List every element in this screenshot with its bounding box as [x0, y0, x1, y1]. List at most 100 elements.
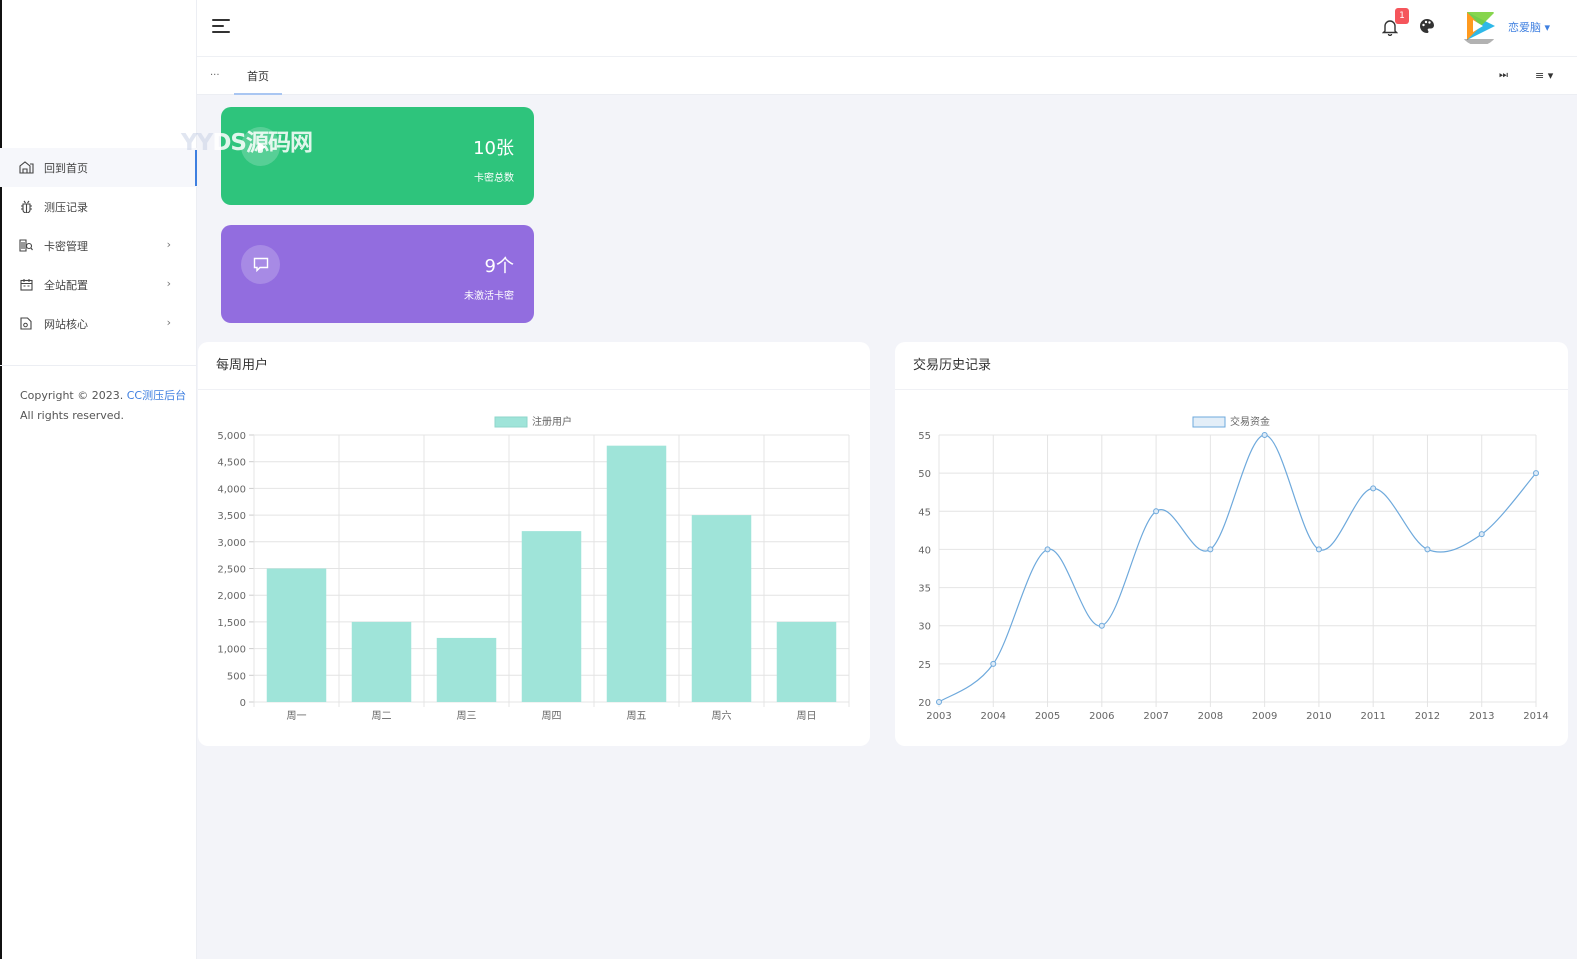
chevron-right-icon: ›: [166, 238, 171, 251]
bell-icon[interactable]: [1381, 18, 1399, 37]
x-tick-label: 2005: [1035, 711, 1060, 722]
home-icon: [18, 161, 34, 175]
tab-scroll-right-button[interactable]: ⏭: [1499, 70, 1508, 81]
data-point: [1261, 432, 1268, 438]
copyright-link[interactable]: CC测压后台: [126, 389, 187, 402]
x-tick-label: 2011: [1360, 711, 1385, 722]
y-tick-label: 40: [918, 545, 931, 556]
x-tick-label: 周二: [372, 710, 392, 722]
x-tick-label: 周五: [627, 710, 647, 722]
y-tick-label: 2,500: [217, 565, 246, 576]
bar: [691, 515, 752, 702]
stat-label: 卡密总数: [474, 173, 514, 184]
watermark: YYDS源码网: [181, 130, 313, 156]
data-point: [1370, 485, 1377, 492]
legend-swatch: [494, 416, 528, 428]
sidebar: 回到首页 测压记录 卡密管理 › 全站配置 › 网站核心: [0, 0, 197, 959]
sidebar-divider: [0, 365, 196, 366]
tabs-bar: ··· 首页 ⏭ ≡ ▾: [197, 57, 1577, 95]
username-dropdown[interactable]: 恋爱脑 ▾: [1508, 21, 1551, 34]
y-tick-label: 35: [918, 584, 931, 595]
menu-toggle-icon[interactable]: [212, 19, 230, 35]
copyright: Copyright © 2023. CC测压后台 All rights rese…: [20, 386, 186, 426]
y-tick-label: 5,000: [217, 431, 246, 442]
data-point: [1424, 546, 1431, 553]
y-tick-label: 4,500: [217, 458, 246, 469]
x-tick-label: 周三: [457, 710, 477, 722]
stat-label: 未激活卡密: [464, 291, 514, 302]
trade-history-chart: 交易资金 20 25 30 35 40 45 50 55 2003 2004 2005 2006 2007…: [918, 415, 1548, 722]
bar: [776, 621, 837, 702]
palette-icon[interactable]: [1419, 18, 1435, 34]
trade-history-panel: 交易历史记录 交易资金 20 25 30 35 40 45 50 55 2003 2004 2005 2…: [895, 342, 1568, 746]
y-tick-label: 30: [918, 622, 931, 633]
sidebar-menu: 回到首页 测压记录 卡密管理 › 全站配置 › 网站核心: [0, 148, 197, 343]
y-tick-label: 1,500: [217, 618, 246, 629]
logo-area: [0, 0, 196, 140]
x-tick-label: 2007: [1143, 711, 1168, 722]
stat-value: 9个: [484, 256, 514, 277]
y-tick-label: 1,000: [217, 645, 246, 656]
y-tick-label: 55: [918, 431, 931, 442]
x-tick-label: 周一: [287, 710, 307, 722]
y-tick-label: 500: [227, 671, 246, 682]
series-line: [938, 434, 1537, 703]
sidebar-item-pressure-records[interactable]: 测压记录: [0, 187, 197, 226]
panel-title: 每周用户: [198, 342, 870, 390]
data-point: [1153, 508, 1160, 515]
document-icon: [18, 317, 34, 331]
y-tick-label: 45: [918, 507, 931, 518]
window-edge: [0, 0, 2, 959]
x-tick-label: 周四: [542, 710, 562, 722]
x-tick-label: 2006: [1089, 711, 1114, 722]
y-tick-label: 50: [918, 469, 931, 480]
data-point: [1044, 546, 1051, 553]
x-tick-label: 周六: [712, 710, 732, 722]
x-tick-label: 2003: [926, 711, 951, 722]
sidebar-item-label: 卡密管理: [44, 239, 88, 253]
data-point: [1533, 470, 1539, 477]
x-tick-label: 2014: [1523, 711, 1548, 722]
x-tick-label: 周日: [797, 710, 817, 722]
data-point: [1207, 546, 1214, 553]
legend-label: 注册用户: [532, 415, 572, 428]
x-tick-label: 2010: [1306, 711, 1331, 722]
sidebar-item-card-management[interactable]: 卡密管理 ›: [0, 226, 197, 265]
avatar[interactable]: [1459, 6, 1499, 46]
tab-home[interactable]: 首页: [234, 57, 282, 95]
message-icon: [241, 245, 280, 284]
play-icon: [241, 127, 280, 166]
y-tick-label: 2,000: [217, 591, 246, 602]
bug-icon: [18, 200, 34, 214]
data-point: [1098, 622, 1105, 629]
y-tick-label: 0: [240, 698, 246, 709]
sidebar-item-label: 全站配置: [44, 278, 88, 292]
copyright-prefix: Copyright © 2023.: [20, 389, 127, 402]
data-point: [1478, 531, 1485, 538]
y-tick-label: 3,500: [217, 511, 246, 522]
data-point: [936, 699, 942, 705]
panel-title: 交易历史记录: [895, 342, 1568, 390]
x-tick-label: 2004: [981, 711, 1006, 722]
x-tick-label: 2009: [1252, 711, 1277, 722]
x-tick-label: 2012: [1415, 711, 1440, 722]
weekly-users-panel: 每周用户 注册用户 0 500 1,000 1,500 2,000 2,500 3,000 3,…: [198, 342, 870, 746]
data-point: [990, 660, 997, 667]
sidebar-item-label: 测压记录: [44, 200, 88, 214]
notification-badge: 1: [1395, 8, 1409, 24]
bar: [521, 531, 582, 702]
legend-label: 交易资金: [1230, 415, 1270, 428]
sidebar-item-site-core[interactable]: 网站核心 ›: [0, 304, 197, 343]
stat-card-total-cards: 10张 卡密总数: [221, 107, 534, 205]
sidebar-item-site-config[interactable]: 全站配置 ›: [0, 265, 197, 304]
y-tick-label: 4,000: [217, 484, 246, 495]
tab-options-button[interactable]: ≡ ▾: [1535, 69, 1554, 82]
y-tick-label: 20: [918, 698, 931, 709]
chevron-right-icon: ›: [166, 277, 171, 290]
y-tick-label: 3,000: [217, 538, 246, 549]
x-tick-label: 2008: [1198, 711, 1223, 722]
calendar-icon: [18, 278, 34, 292]
tab-scroll-left-button[interactable]: ···: [210, 70, 220, 81]
sidebar-item-home[interactable]: 回到首页: [0, 148, 197, 187]
sidebar-item-label: 网站核心: [44, 317, 88, 331]
